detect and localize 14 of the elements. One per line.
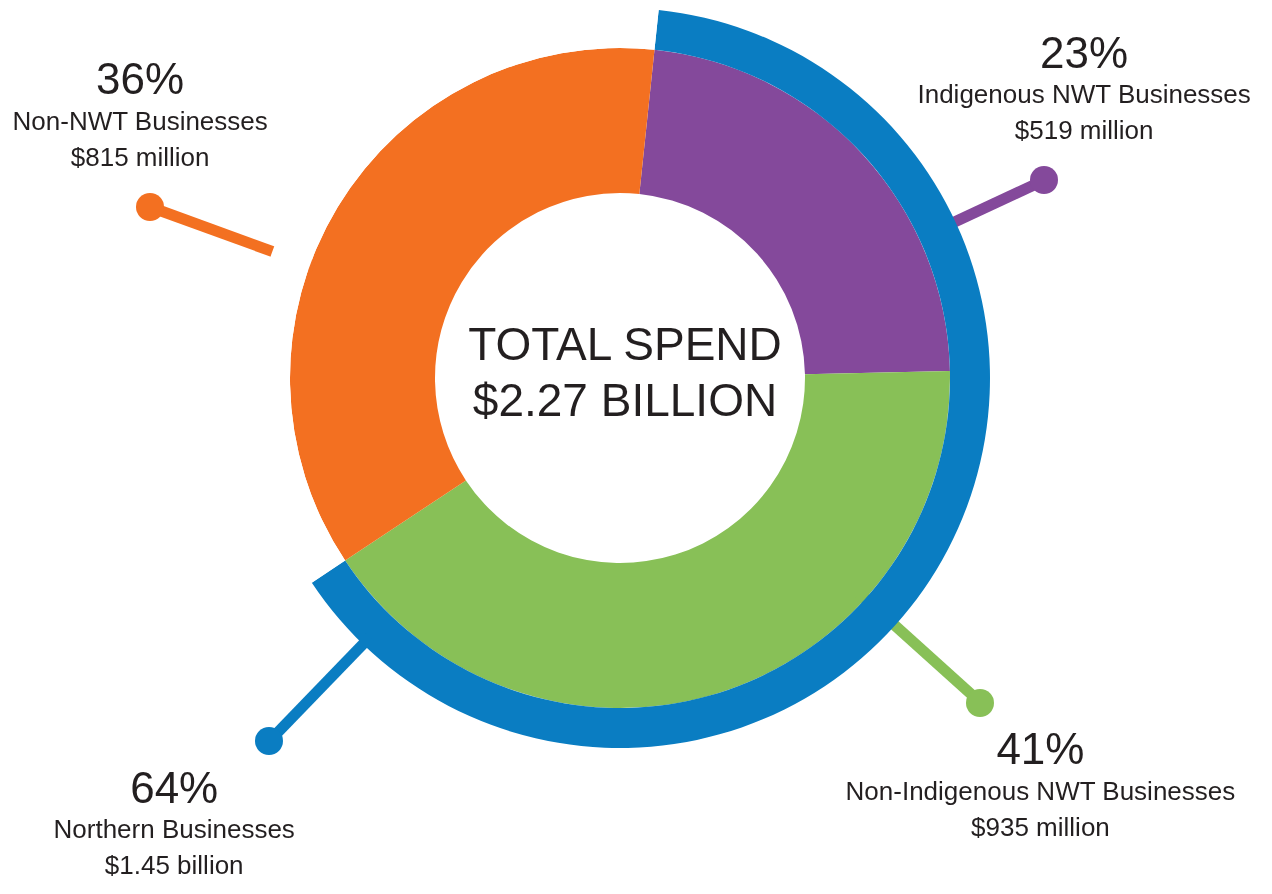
text: $2.27 BILLION bbox=[472, 374, 778, 426]
data-label: 41% bbox=[996, 724, 1085, 774]
slice-label: Northern Businesses bbox=[53, 814, 295, 845]
text: $519 million bbox=[1014, 115, 1154, 146]
data-label: 36% bbox=[96, 54, 185, 104]
text: TOTAL SPEND bbox=[468, 318, 782, 370]
slice-label: Indigenous NWT Businesses bbox=[917, 79, 1251, 110]
text: $935 million bbox=[971, 811, 1110, 842]
slice-label: Non-Indigenous NWT Businesses bbox=[845, 775, 1236, 806]
text: $815 million bbox=[70, 141, 210, 172]
data-label: 23% bbox=[1040, 27, 1129, 77]
text: $1.45 billion bbox=[104, 850, 244, 881]
slice-label: Non-NWT Businesses bbox=[12, 105, 268, 136]
data-label: 64% bbox=[130, 762, 219, 812]
